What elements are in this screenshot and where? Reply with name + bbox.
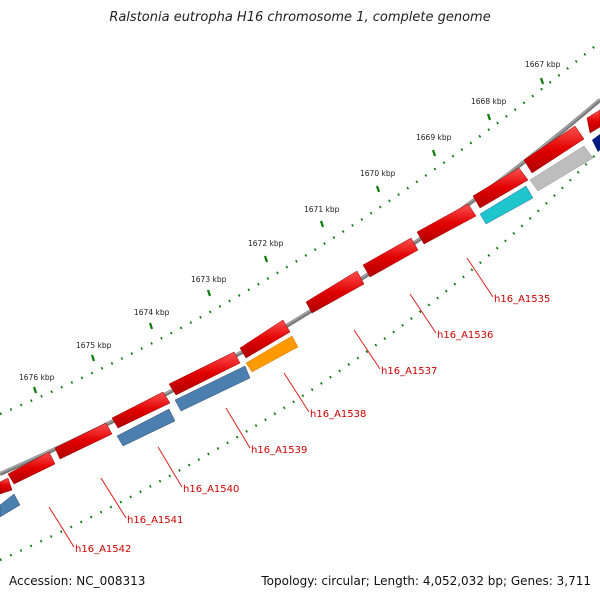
gene-label-leaders: [48, 257, 494, 548]
kbp-tick: [319, 220, 325, 228]
gene-label[interactable]: h16_A1538: [310, 409, 366, 420]
kbp-label: 1676 kbp: [19, 373, 55, 382]
gene-arrow[interactable]: [116, 408, 176, 447]
gene-arrow[interactable]: [239, 319, 291, 359]
kbp-tick: [375, 185, 381, 193]
forward-strand-genes: [0, 109, 600, 495]
gene-label[interactable]: h16_A1541: [127, 515, 183, 526]
gene-label[interactable]: h16_A1539: [251, 445, 307, 456]
gene-label[interactable]: h16_A1542: [75, 544, 131, 555]
kbp-label: 1675 kbp: [76, 341, 112, 350]
kbp-tick: [90, 354, 96, 362]
gene-arrow[interactable]: [586, 109, 600, 134]
gene-label[interactable]: h16_A1537: [381, 366, 437, 377]
genome-summary-text: Topology: circular; Length: 4,052,032 bp…: [261, 574, 591, 588]
kbp-tick: [206, 289, 212, 297]
accession-text: Accession: NC_008313: [9, 574, 146, 588]
gene-arrow[interactable]: [529, 145, 594, 192]
gene-arrow[interactable]: [305, 270, 365, 314]
reverse-strand-genes: [0, 134, 600, 518]
gene-arrow[interactable]: [362, 237, 419, 278]
kbp-tick: [431, 149, 437, 157]
gene-arrow[interactable]: [111, 391, 171, 429]
gene-arrow[interactable]: [0, 493, 21, 518]
gene-arrow[interactable]: [523, 125, 585, 174]
map-title: Ralstonia eutropha H16 chromosome 1, com…: [109, 10, 491, 25]
gene-label[interactable]: h16_A1535: [494, 294, 550, 305]
kbp-label: 1668 kbp: [471, 97, 507, 106]
gene-arrow[interactable]: [416, 203, 477, 245]
inner-scale-track: [0, 149, 600, 562]
kbp-tick: [148, 322, 154, 330]
gene-arrow[interactable]: [0, 477, 13, 495]
kbp-label: 1667 kbp: [525, 60, 561, 69]
gene-arrow[interactable]: [245, 335, 299, 373]
kbp-labels: 1667 kbp 1668 kbp 1669 kbp 1670 kbp 1671…: [19, 60, 561, 382]
outer-scale-track: [0, 41, 600, 416]
gene-label[interactable]: h16_A1540: [183, 484, 239, 495]
kbp-label: 1671 kbp: [304, 205, 340, 214]
kbp-tick: [539, 77, 545, 85]
kbp-tick: [486, 113, 492, 121]
gene-label[interactable]: h16_A1536: [437, 330, 493, 341]
kbp-label: 1672 kbp: [248, 239, 284, 248]
gene-arrow[interactable]: [472, 167, 529, 209]
kbp-tick: [32, 386, 38, 394]
gene-arrow[interactable]: [174, 365, 251, 412]
kbp-label: 1669 kbp: [416, 133, 452, 142]
gene-arrow[interactable]: [7, 451, 56, 485]
chromosome-backbone: [0, 98, 600, 476]
gene-labels: h16_A1535 h16_A1536 h16_A1537 h16_A1538 …: [75, 294, 550, 555]
gene-arrow[interactable]: [592, 134, 600, 152]
kbp-tick: [263, 255, 269, 263]
kbp-label: 1670 kbp: [360, 169, 396, 178]
kbp-label: 1673 kbp: [191, 275, 227, 284]
gene-arrow[interactable]: [479, 185, 534, 225]
gene-arrow[interactable]: [54, 422, 113, 460]
kbp-tick-marks: [32, 77, 545, 394]
gene-arrow[interactable]: [168, 351, 241, 396]
kbp-label: 1674 kbp: [134, 308, 170, 317]
